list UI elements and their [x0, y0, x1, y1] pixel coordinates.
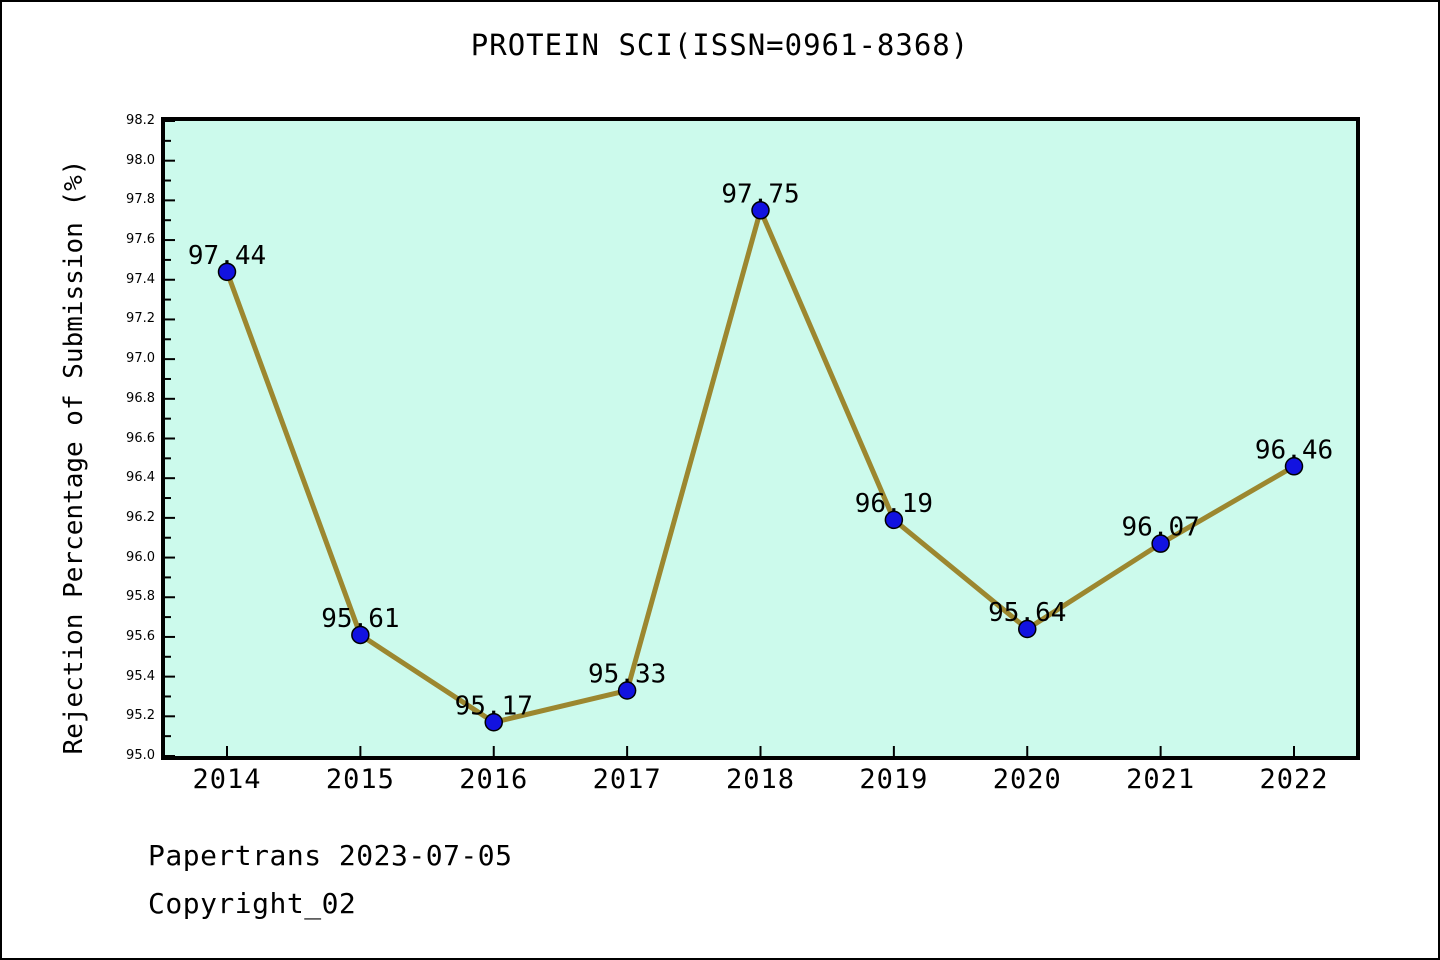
- footer-source-date: Papertrans 2023-07-05: [148, 839, 513, 872]
- plot-area: 97.44 95.61 95.17 95.33 97.75 96.19 95.64 96.07…: [161, 117, 1360, 760]
- x-tick-label: 2020: [992, 764, 1062, 795]
- data-point-marker: [484, 713, 503, 732]
- x-tick-label: 2018: [725, 764, 796, 795]
- y-tick-label: 95.0: [126, 748, 155, 763]
- x-tick-label: 2015: [325, 764, 395, 795]
- y-tick-label: 95.4: [126, 668, 155, 684]
- x-tick-label: 2016: [459, 764, 529, 795]
- y-tick-label: 95.6: [126, 628, 155, 644]
- plot-svg: 97.4495.6195.1795.3397.7596.1995.6496.07…: [165, 121, 1356, 756]
- y-tick-label: 97.8: [126, 192, 155, 208]
- y-tick-label: 97.4: [126, 271, 155, 287]
- chart-title: PROTEIN SCI(ISSN=0961-8368): [470, 28, 970, 62]
- y-tick-label: 96.0: [126, 549, 155, 565]
- data-point-marker: [617, 681, 637, 700]
- data-point-marker: [1018, 619, 1037, 639]
- data-point-marker: [751, 201, 770, 220]
- y-axis-label: Rejection Percentage of Submission (%): [59, 159, 89, 755]
- x-tick-label: 2022: [1259, 764, 1329, 795]
- y-tick-label: 96.4: [126, 470, 155, 486]
- data-point-marker: [1151, 534, 1170, 553]
- y-tick-label: 98.0: [126, 152, 155, 168]
- footer-copyright: Copyright_02: [148, 887, 357, 920]
- data-line: [224, 207, 1297, 725]
- y-tick-label: 96.6: [126, 430, 155, 446]
- y-tick-label: 96.2: [126, 509, 155, 525]
- x-tick-label: 2014: [192, 764, 262, 795]
- data-point-marker: [1284, 457, 1304, 476]
- data-point-marker: [217, 262, 237, 282]
- y-tick-label: 98.2: [126, 113, 155, 128]
- data-point-marker: [884, 510, 904, 530]
- data-point-marker: [351, 625, 370, 645]
- y-tick-label: 97.6: [126, 232, 155, 248]
- y-tick-label: 97.0: [126, 351, 155, 367]
- x-tick-label: 2017: [592, 764, 662, 795]
- y-tick-label: 96.8: [126, 390, 155, 406]
- x-tick-label: 2019: [859, 764, 929, 795]
- x-tick-label: 2021: [1126, 764, 1196, 795]
- y-tick-label: 97.2: [126, 311, 155, 327]
- y-tick-label: 95.2: [126, 708, 155, 724]
- y-tick-label: 95.8: [126, 589, 155, 605]
